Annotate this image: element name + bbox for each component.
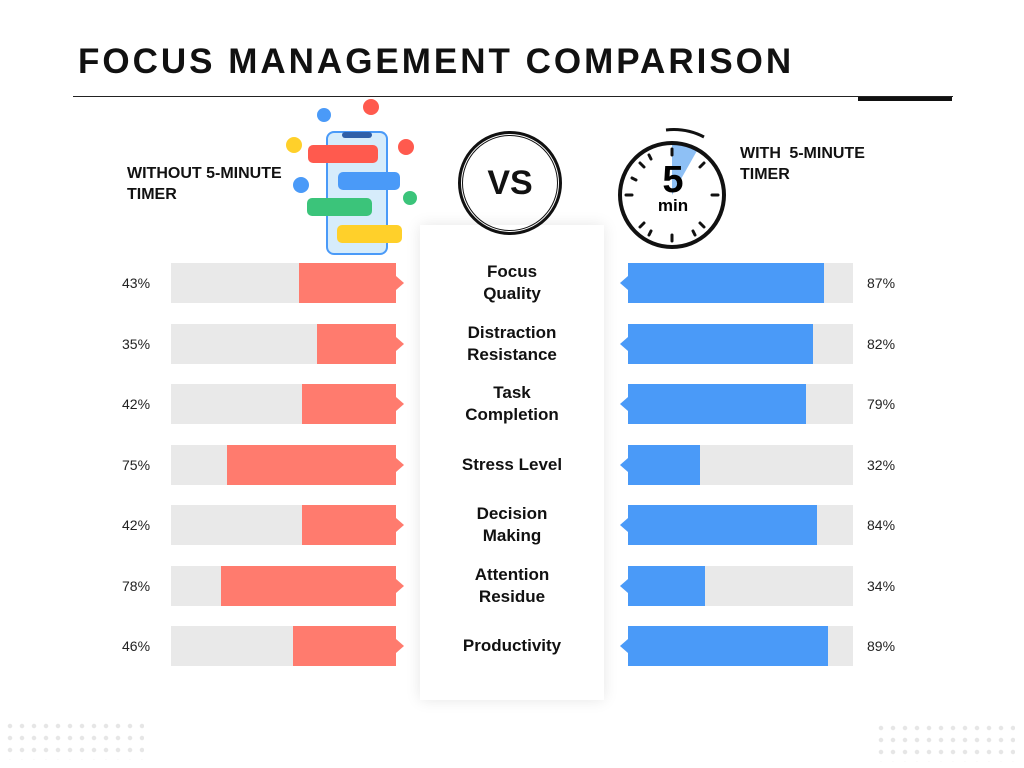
category-label: Attention Residue [474, 564, 550, 606]
bar [301, 505, 396, 545]
bar-arrow [396, 518, 404, 532]
bar [628, 626, 829, 666]
bar-arrow [620, 639, 628, 653]
value-label: 35% [122, 335, 151, 352]
bar [227, 444, 396, 485]
bar [220, 565, 396, 606]
bar-arrow [620, 518, 628, 532]
timer-icon [618, 128, 726, 249]
bar-arrow [620, 397, 628, 411]
bar-arrow [396, 397, 404, 411]
bar-arrow [396, 578, 404, 593]
value-label: 87% [867, 275, 896, 291]
series-heading: WITH 5-MINUTE TIMER [740, 145, 865, 183]
category-label: Focus Quality [483, 262, 541, 303]
bar [628, 263, 824, 303]
value-label: 79% [867, 396, 896, 412]
decoration [4, 720, 144, 760]
value-label: 43% [122, 275, 151, 291]
bar-arrow [620, 336, 628, 351]
bar-arrow [396, 336, 404, 351]
value-label: 46% [122, 638, 151, 654]
value-label: 89% [867, 638, 896, 654]
decoration [875, 722, 1015, 762]
bar [628, 565, 705, 606]
bar [628, 505, 817, 545]
category-label: Productivity [462, 636, 562, 655]
value-label: 78% [122, 577, 151, 594]
value-label: 32% [867, 456, 896, 473]
bar [301, 384, 396, 424]
timer-unit: min [657, 196, 689, 215]
value-label: 34% [867, 577, 896, 594]
bar [299, 263, 396, 303]
vs-text: VS [462, 135, 558, 231]
center-panel [420, 225, 604, 700]
timer-number: 5 [662, 159, 684, 201]
bar-arrow [396, 276, 404, 290]
vs-badge [458, 131, 562, 235]
bar [317, 323, 396, 364]
category-label: Stress Level [461, 454, 563, 474]
value-label: 82% [867, 335, 896, 352]
bar [628, 444, 700, 485]
category-label: Decision Making [476, 504, 548, 545]
bar-arrow [620, 457, 628, 472]
bar-arrow [396, 457, 404, 472]
bar [292, 626, 396, 666]
chart-title: FOCUS MANAGEMENT COMPARISON [78, 42, 795, 81]
bar [628, 384, 806, 424]
bar-arrow [620, 578, 628, 593]
value-label: 42% [122, 396, 151, 412]
category-label: Task Completion [465, 383, 559, 424]
series-heading: WITHOUT 5-MINUTE TIMER [127, 165, 282, 203]
value-label: 84% [867, 517, 896, 533]
bar-arrow [396, 639, 404, 653]
bar [628, 323, 813, 364]
rule [73, 96, 953, 97]
rule [858, 97, 952, 101]
value-label: 75% [122, 456, 151, 473]
bar-arrow [620, 276, 628, 290]
value-label: 42% [122, 517, 151, 533]
category-label: Distraction Resistance [467, 322, 557, 364]
phone-icon [286, 99, 417, 255]
